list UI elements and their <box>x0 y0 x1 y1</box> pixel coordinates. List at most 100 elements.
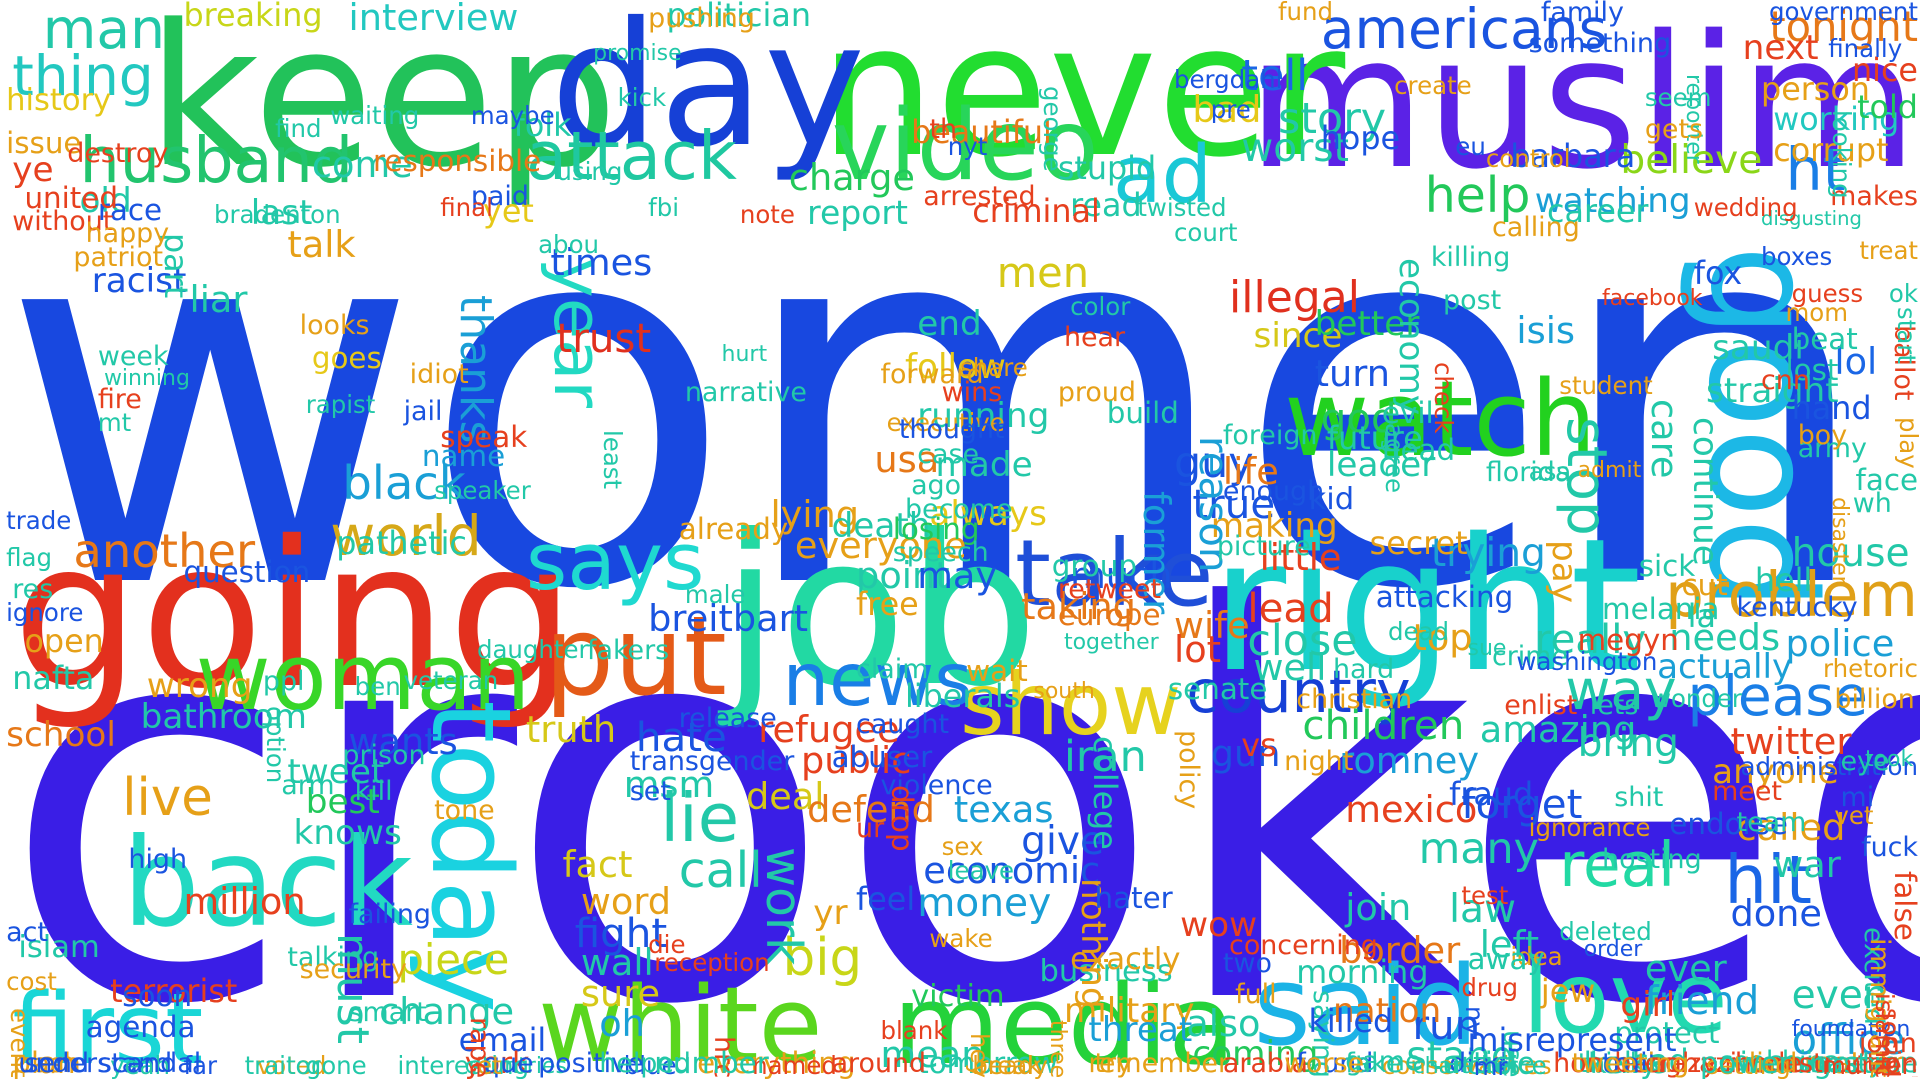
word-pay: pay <box>1544 540 1585 603</box>
word-lied: lied <box>1748 1048 1798 1080</box>
word-yeah: yeah <box>110 1050 171 1080</box>
word-dead: dead <box>1388 616 1450 646</box>
word-million: million <box>183 879 306 923</box>
word-speaker: speaker <box>434 475 531 505</box>
word-news: news <box>782 638 973 724</box>
word-life: life <box>1222 450 1279 494</box>
word-arrested: arrested <box>923 181 1036 213</box>
word-lead: lead <box>1247 585 1334 633</box>
word-question: question <box>183 555 311 590</box>
word-away: away <box>1467 942 1545 976</box>
word-women: women <box>0 104 1877 703</box>
word-lot: lot <box>1174 628 1222 672</box>
word-honor: honor <box>1553 1048 1632 1080</box>
word-happy: happy <box>85 217 170 249</box>
word-close: close <box>1247 615 1358 666</box>
word-watching: watching <box>1534 181 1691 222</box>
word-called: called <box>1736 806 1846 849</box>
word-says: says <box>525 514 705 608</box>
word-point: point <box>856 554 950 598</box>
word-government: government <box>1769 0 1918 26</box>
word-believe: believe <box>1620 138 1763 184</box>
word-enough: enough <box>1222 475 1325 507</box>
word-muslim: muslim <box>1246 0 1918 211</box>
word-future: future <box>1326 420 1423 458</box>
word-bring: bring <box>1577 721 1680 767</box>
word-watch: watch <box>1284 359 1597 481</box>
word-well: well <box>1253 646 1327 690</box>
word-another: another <box>73 523 256 578</box>
word-ever: ever <box>1644 947 1727 991</box>
word-play: play <box>1894 417 1920 470</box>
word-everyone: everyone <box>794 523 967 567</box>
word-working: working <box>1773 101 1900 139</box>
word-disaster: disaster <box>1827 497 1853 585</box>
word-case: case <box>917 438 980 470</box>
word-prison: prison <box>342 739 426 771</box>
word-help: help <box>1424 166 1531 224</box>
word-rapist: rapist <box>305 389 376 419</box>
word-death: death <box>831 506 931 547</box>
word-washington: washington <box>1516 647 1658 677</box>
word-running: running <box>917 395 1050 436</box>
word-isis: isis <box>1516 308 1576 352</box>
word-note: note <box>739 199 795 229</box>
word-keep: keep <box>146 0 619 211</box>
word-public: public <box>801 738 912 782</box>
word-texas: texas <box>953 787 1054 831</box>
word-story: story <box>1277 94 1387 145</box>
word-male: male <box>684 579 746 609</box>
word-res: res <box>12 573 54 605</box>
word-choice: choice <box>1467 1050 1547 1080</box>
word-last: last <box>250 193 313 234</box>
word-disgusting: disgusting <box>1761 206 1862 230</box>
word-threat: threat <box>1088 1009 1193 1050</box>
word-put: put <box>544 592 727 721</box>
word-daughter: daughter <box>476 635 589 665</box>
word-rape: rape <box>463 1016 495 1078</box>
word-little: little <box>1259 536 1342 579</box>
word-problem: problem <box>1665 559 1918 631</box>
word-end: end <box>917 303 982 344</box>
word-white: white <box>538 965 823 1080</box>
word-fakers: fakers <box>587 635 670 667</box>
word-call: call <box>678 841 763 899</box>
word-billion: billion <box>1834 684 1915 716</box>
word-false: false <box>1887 871 1920 942</box>
word-act: act <box>6 917 48 949</box>
word-reception: reception <box>654 948 770 978</box>
word-night: night <box>1284 745 1354 777</box>
word-job: job <box>721 491 1039 734</box>
word-report: report <box>807 193 908 233</box>
word-mr: mr <box>1473 1052 1508 1080</box>
word-pathetic: pathetic <box>336 524 467 562</box>
word-sad: sad <box>1632 1043 1689 1080</box>
word-kill: kill <box>354 776 393 808</box>
word-forward: forward <box>880 359 984 391</box>
word-la: la <box>1687 598 1716 636</box>
word-girl: girl <box>1620 984 1676 1025</box>
word-hand: hand <box>1791 389 1872 427</box>
word-talking: talking <box>287 942 380 973</box>
word-breitbart: breitbart <box>648 597 809 641</box>
word-liberals: liberals <box>904 678 1021 716</box>
word-worse: worse <box>1284 1048 1365 1080</box>
word-understand: understand <box>18 1048 173 1080</box>
word-ass: ass <box>1528 457 1570 487</box>
word-construction: construction <box>1750 1048 1918 1080</box>
word-tweeting: tweeting <box>1571 1048 1690 1080</box>
word-megyn: megyn <box>1577 622 1679 657</box>
word-test: test <box>1461 880 1509 910</box>
word-china: china <box>1767 1046 1840 1078</box>
word-york: york <box>464 1045 530 1080</box>
word-wow: wow <box>1180 905 1258 946</box>
word-using: using <box>556 156 623 186</box>
word-jew: jew <box>1540 972 1596 1010</box>
word-media: media <box>892 960 1236 1080</box>
word-college: college <box>1086 736 1124 851</box>
word-truth: truth <box>525 707 617 751</box>
word-kelly: kelly <box>1589 1045 1658 1080</box>
word-ignore: ignore <box>6 598 84 628</box>
word-interview: interview <box>348 0 519 39</box>
word-ye: ye <box>12 150 54 191</box>
